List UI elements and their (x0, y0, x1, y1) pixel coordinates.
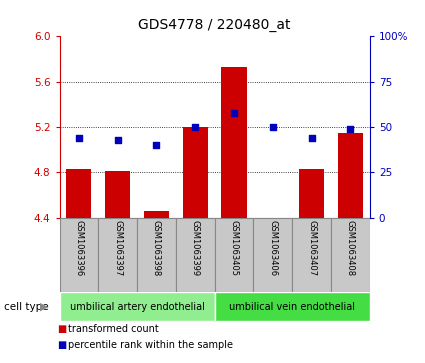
Point (153, 142, 160, 148)
Bar (221, 67, 246, 218)
Text: cell type: cell type (4, 302, 49, 312)
Bar (66, 169, 91, 218)
Bar (215, 218, 253, 292)
Text: GSM1063397: GSM1063397 (113, 220, 122, 276)
Bar (338, 133, 363, 218)
Bar (292, 218, 331, 292)
Point (192, 124, 198, 130)
Point (231, 110, 238, 115)
Text: umbilical vein endothelial: umbilical vein endothelial (229, 302, 355, 312)
Text: ▶: ▶ (40, 302, 49, 312)
Point (347, 126, 354, 132)
Point (76, 135, 82, 141)
Bar (176, 218, 215, 292)
Bar (253, 218, 292, 292)
Bar (215, 292, 370, 321)
Text: ■: ■ (57, 340, 67, 350)
Text: GSM1063405: GSM1063405 (230, 220, 238, 276)
Title: GDS4778 / 220480_at: GDS4778 / 220480_at (139, 19, 291, 33)
Text: transformed count: transformed count (68, 323, 159, 334)
Bar (137, 218, 176, 292)
Point (269, 124, 276, 130)
Text: ■: ■ (57, 323, 67, 334)
Text: GSM1063396: GSM1063396 (74, 220, 83, 276)
Bar (299, 169, 324, 218)
Bar (60, 218, 98, 292)
Text: umbilical artery endothelial: umbilical artery endothelial (70, 302, 204, 312)
Text: percentile rank within the sample: percentile rank within the sample (68, 340, 233, 350)
Bar (60, 292, 215, 321)
Point (308, 135, 315, 141)
Text: GSM1063406: GSM1063406 (268, 220, 277, 276)
Bar (144, 211, 169, 218)
Bar (183, 127, 208, 218)
Text: GSM1063399: GSM1063399 (191, 220, 200, 276)
Bar (105, 171, 130, 218)
Bar (98, 218, 137, 292)
Bar (331, 218, 370, 292)
Point (114, 137, 121, 143)
Text: GSM1063408: GSM1063408 (346, 220, 355, 276)
Text: GSM1063407: GSM1063407 (307, 220, 316, 276)
Text: GSM1063398: GSM1063398 (152, 220, 161, 276)
